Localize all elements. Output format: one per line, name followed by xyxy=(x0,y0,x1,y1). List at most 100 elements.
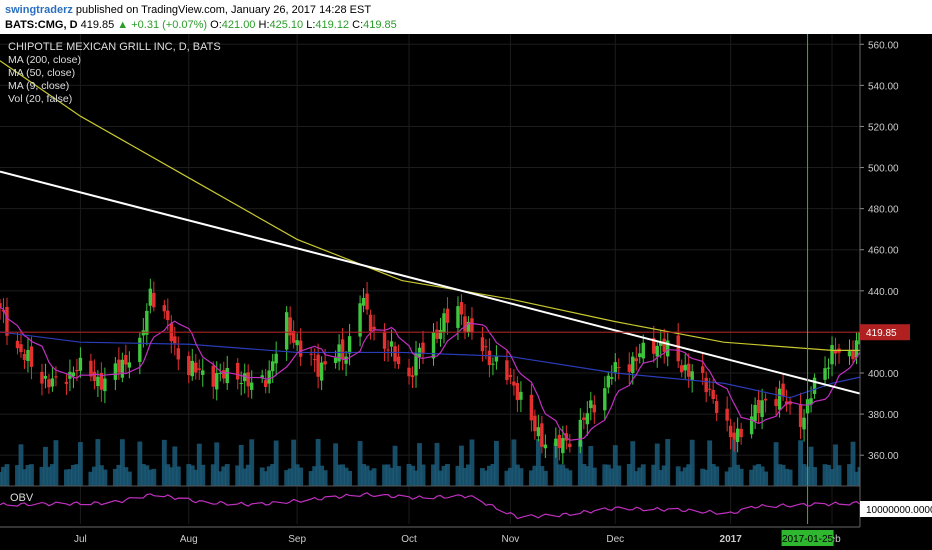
candle-body xyxy=(75,369,79,372)
candle-body xyxy=(197,368,201,370)
volume-bar xyxy=(91,466,97,486)
time-axis[interactable]: JulAugSepOctNovDec2017Feb2017-01-25 xyxy=(74,530,841,546)
volume-bar xyxy=(43,446,48,486)
volume-bar xyxy=(95,439,101,486)
candle-body xyxy=(686,363,691,377)
volume-bar xyxy=(126,471,132,486)
trendline[interactable] xyxy=(0,170,861,395)
volume-bar xyxy=(528,470,534,486)
volume-bar xyxy=(235,465,241,486)
candle-body xyxy=(382,331,387,349)
volume-bar xyxy=(189,465,195,486)
candle-body xyxy=(536,427,541,437)
obv-value-label: 10000000.0000 xyxy=(866,505,932,516)
candle-body xyxy=(96,376,100,387)
candle-body xyxy=(659,341,663,346)
volume-bar xyxy=(798,440,803,486)
volume-bar xyxy=(53,440,59,486)
volume-bar xyxy=(308,471,314,486)
candle-body xyxy=(606,375,610,388)
volume-bar xyxy=(584,466,590,486)
volume-bar xyxy=(563,468,569,486)
volume-bar xyxy=(787,469,793,486)
volume-bar xyxy=(123,467,129,486)
volume-bars xyxy=(0,439,863,486)
volume-bar xyxy=(413,470,419,486)
volume-bar xyxy=(245,464,251,486)
volume-bar xyxy=(417,443,422,486)
candle-body xyxy=(347,336,352,354)
volume-bar xyxy=(259,467,265,486)
x-tick-label: Sep xyxy=(288,534,306,545)
candle-body xyxy=(554,438,558,446)
volume-bar xyxy=(756,464,762,486)
candle-body xyxy=(508,374,513,378)
candle-body xyxy=(585,413,590,425)
candle-body xyxy=(166,310,170,321)
candle-body xyxy=(463,316,467,332)
volume-bar xyxy=(102,469,108,486)
volume-bar xyxy=(504,470,510,486)
volume-bar xyxy=(186,464,192,486)
candle-body xyxy=(190,360,194,377)
last-price: 419.85 xyxy=(80,19,115,31)
price-tag-label: 419.85 xyxy=(866,328,897,339)
candle-body xyxy=(707,388,712,390)
candle-body xyxy=(725,408,729,421)
volume-bar xyxy=(70,464,76,486)
candle-body xyxy=(288,317,292,336)
volume-bar xyxy=(357,441,363,486)
volume-bar xyxy=(406,464,412,486)
legend-item: MA (50, close) xyxy=(8,67,75,79)
candle-body xyxy=(194,362,198,373)
candle-body xyxy=(683,364,687,371)
volume-bar xyxy=(462,467,468,486)
volume-bar xyxy=(273,440,279,486)
volume-bar xyxy=(420,464,426,486)
candle-body xyxy=(211,365,215,387)
candle-body xyxy=(64,381,69,384)
volume-bar xyxy=(50,464,55,486)
candle-body xyxy=(340,339,345,360)
candle-body xyxy=(29,346,34,367)
y-tick-label: 360.00 xyxy=(868,451,899,462)
candle-body xyxy=(680,365,684,373)
volume-bar xyxy=(466,464,471,486)
candle-body xyxy=(456,306,460,328)
volume-bar xyxy=(777,464,783,486)
volume-bar xyxy=(63,469,69,486)
candle-body xyxy=(641,342,645,359)
y-tick-label: 380.00 xyxy=(868,410,899,421)
candle-body xyxy=(714,401,719,413)
volume-bar xyxy=(801,464,807,486)
volume-bar xyxy=(263,471,269,486)
x-tick-label: Oct xyxy=(401,534,417,545)
candle-body xyxy=(396,356,401,365)
candle-body xyxy=(529,394,534,421)
candle-body xyxy=(319,362,324,381)
volume-bar xyxy=(294,464,300,486)
candle-body xyxy=(222,370,226,379)
candle-body xyxy=(438,330,443,339)
candle-body xyxy=(309,353,313,355)
volume-bar xyxy=(343,467,349,486)
candle-body xyxy=(470,318,474,333)
volume-bar xyxy=(829,469,835,486)
candle-body xyxy=(543,444,548,449)
candle-body xyxy=(763,398,768,401)
volume-bar xyxy=(591,467,597,486)
marker-date-box xyxy=(781,530,834,546)
volume-bar xyxy=(511,439,517,486)
volume-bar xyxy=(630,441,636,486)
y-tick-label: 500.00 xyxy=(868,164,899,175)
candle-body xyxy=(617,367,621,369)
candle-body xyxy=(236,362,240,380)
candle-body xyxy=(22,353,27,360)
volume-bar xyxy=(724,471,730,486)
volume-bar xyxy=(298,467,304,486)
candle-body xyxy=(613,362,617,373)
candle-body xyxy=(71,372,76,377)
price-axis[interactable]: 360.00380.00400.00420.00440.00460.00480.… xyxy=(860,40,910,462)
author-link[interactable]: swingtraderz xyxy=(5,4,73,16)
